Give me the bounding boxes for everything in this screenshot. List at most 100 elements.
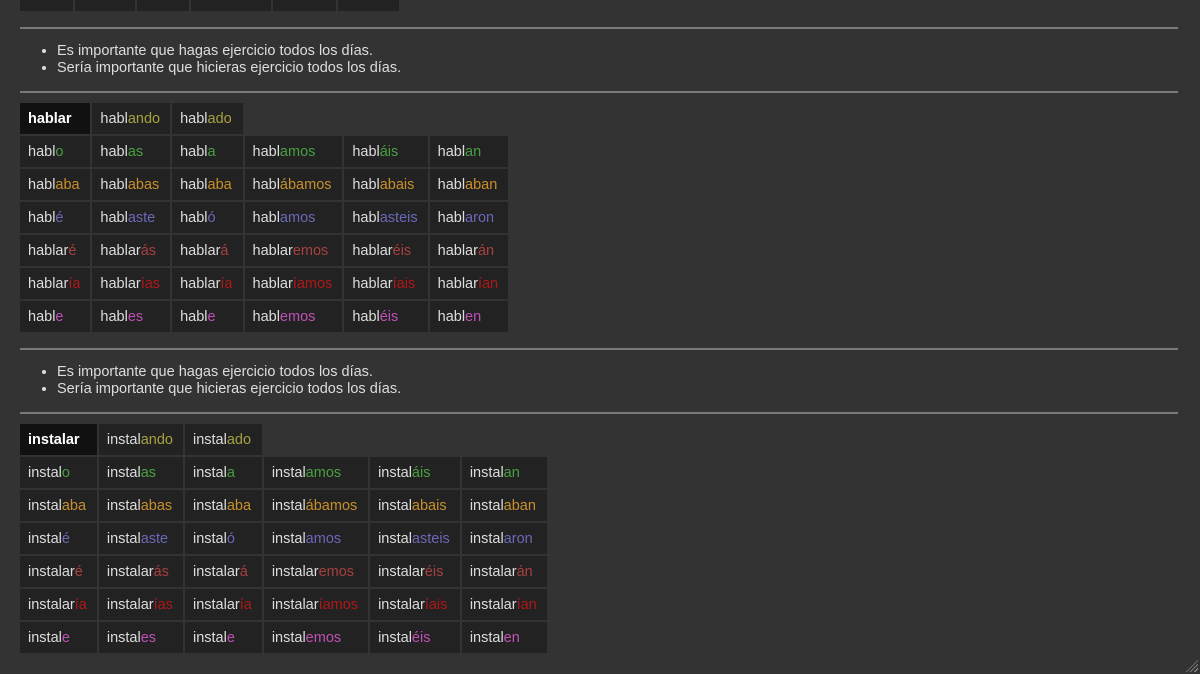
stem: habl	[28, 176, 56, 193]
ending: asteis	[379, 209, 418, 226]
stem: hablar	[437, 275, 478, 292]
resize-grip-icon[interactable]	[1186, 660, 1198, 672]
stem: habl	[437, 209, 466, 226]
ending: ando	[140, 431, 173, 448]
conjugation-cell: hablasteis	[344, 202, 428, 233]
conjugation-cell: llame	[20, 0, 73, 11]
ending: aban	[503, 497, 536, 514]
conjugation-cell: hablaban	[429, 169, 509, 200]
divider	[20, 27, 1178, 29]
participle-cell: instalado	[184, 424, 262, 455]
conjugation-cell: instalarán	[461, 556, 547, 587]
infinitive-cell: instalar	[20, 424, 97, 455]
conjugation-cell: instalaré	[20, 556, 97, 587]
stem: habl	[352, 176, 380, 193]
conjugation-cell: instalarían	[461, 589, 547, 620]
tense-row-imperfect: hablaba hablabas hablaba hablábamos hablabai…	[20, 169, 509, 200]
ending: éis	[308, 0, 327, 4]
ending: amos	[305, 464, 342, 481]
stem: instalar	[378, 596, 425, 613]
divider	[20, 348, 1178, 350]
stem: habl	[28, 143, 56, 160]
stem: instal	[28, 497, 62, 514]
ending: e	[61, 629, 70, 646]
stem: habl	[352, 209, 380, 226]
stem: instal	[192, 464, 227, 481]
conjugation-cell: instalaría	[184, 589, 262, 620]
conjugation-cell: hablaríamos	[244, 268, 343, 299]
conjugation-cell: hablaré	[20, 235, 91, 266]
tense-row-subjunctive: hable hables hable hablemos habléis hablen	[20, 301, 509, 332]
ending: éis	[392, 242, 412, 259]
stem: habl	[100, 176, 128, 193]
conjugation-table-instalar: instalar instalando instalado instalo instal…	[18, 422, 549, 655]
conjugation-cell: hablen	[429, 301, 509, 332]
ending: aban	[465, 176, 498, 193]
ending: e	[55, 0, 63, 4]
ending: áis	[411, 464, 431, 481]
conjugation-cell: instalan	[461, 457, 547, 488]
stem: habl	[437, 176, 466, 193]
stem: instal	[271, 629, 306, 646]
tense-row-subjunctive: llamellamesllamellamemosllaméisllamen	[20, 0, 400, 11]
ending: en	[373, 0, 389, 4]
ending: áis	[379, 143, 399, 160]
stem: instal	[378, 497, 412, 514]
ending: é	[68, 242, 77, 259]
conjugation-cell: hable	[20, 301, 91, 332]
conjugation-cell: hablarían	[429, 268, 509, 299]
conjugation-cell: hablan	[429, 136, 509, 167]
conjugation-cell: instalará	[184, 556, 262, 587]
conjugation-cell: instaláis	[370, 457, 460, 488]
ending: án	[477, 242, 495, 259]
ending: ías	[153, 596, 173, 613]
ending: es	[140, 629, 157, 646]
stem: llam	[346, 0, 373, 4]
conjugation-cell: instalamos	[263, 523, 369, 554]
ending: ás	[140, 242, 157, 259]
ending: an	[503, 464, 520, 481]
tense-row-future: hablaré hablarás hablará hablaremos hablaréi…	[20, 235, 509, 266]
ending: ían	[516, 596, 537, 613]
stem: habl	[100, 110, 128, 127]
stem: instal	[378, 530, 412, 547]
stem: instal	[378, 629, 412, 646]
conjugation-cell: hablaste	[92, 202, 171, 233]
ending: aron	[503, 530, 533, 547]
conjugation-cell: hablábamos	[244, 169, 343, 200]
stem: habl	[180, 209, 208, 226]
ending: ábamos	[279, 176, 332, 193]
stem: instal	[106, 629, 141, 646]
stem: instalar	[469, 563, 517, 580]
conjugation-cell: instalaba	[184, 490, 262, 521]
conjugation-cell: instalaremos	[263, 556, 369, 587]
stem: habl	[28, 209, 56, 226]
ending: e	[171, 0, 179, 4]
conjugation-cell: instale	[184, 622, 262, 653]
ending: án	[516, 563, 533, 580]
conjugation-cell: llaméis	[273, 0, 337, 11]
example-sentence: Es importante que hagas ejercicio todos …	[57, 43, 1178, 60]
stem: instal	[469, 464, 504, 481]
conjugation-cell: instala	[184, 457, 262, 488]
ending: amos	[279, 143, 316, 160]
tense-row-imperfect: instalaba instalabas instalaba instalábamos…	[20, 490, 547, 521]
stem: habl	[437, 143, 466, 160]
stem: hablar	[28, 275, 69, 292]
stem: instal	[469, 530, 504, 547]
participle-cell: hablado	[172, 103, 243, 134]
ending: éis	[379, 308, 399, 325]
conjugation-cell: hable	[172, 301, 243, 332]
ending: amos	[279, 209, 316, 226]
ending: aba	[61, 497, 87, 514]
ending: e	[55, 308, 64, 325]
conjugation-cell: instalo	[20, 457, 97, 488]
stem: habl	[252, 308, 280, 325]
ending: é	[74, 563, 83, 580]
ending: ía	[68, 275, 81, 292]
conjugation-cell: instale	[20, 622, 97, 653]
conjugation-page: llamellamesllamellamemosllaméisllamenEs …	[20, 0, 1178, 655]
stem: llam	[28, 0, 55, 4]
stem: habl	[437, 308, 466, 325]
stem: instal	[28, 464, 62, 481]
